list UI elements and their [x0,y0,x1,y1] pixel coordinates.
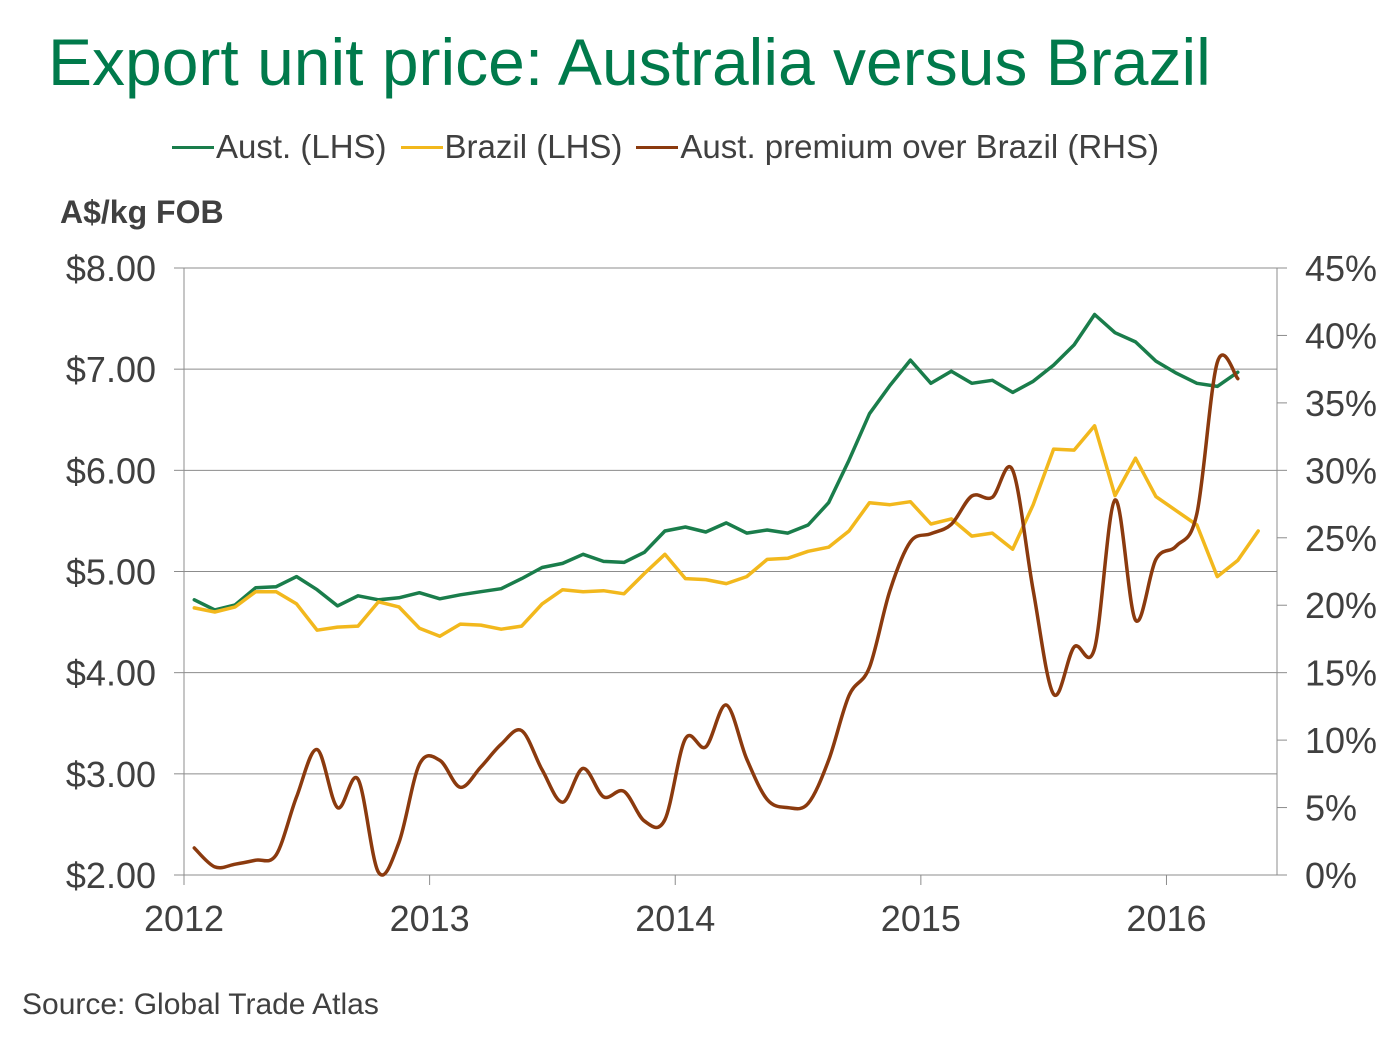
right-tick-label: 35% [1305,383,1377,424]
left-tick-label: $4.00 [66,653,156,694]
legend-item-aust: Aust. (LHS) [172,128,387,166]
right-tick-label: 15% [1305,653,1377,694]
right-tick-label: 30% [1305,450,1377,491]
left-tick-label: $2.00 [66,855,156,896]
legend-swatch-brazil [400,145,443,149]
x-tick-label: 2014 [635,898,715,939]
left-tick-label: $5.00 [66,552,156,593]
right-tick-label: 25% [1305,518,1377,559]
x-tick-label: 2012 [144,898,224,939]
x-tick-label: 2015 [881,898,961,939]
source-note: Source: Global Trade Atlas [22,988,379,1021]
right-tick-label: 0% [1305,855,1357,896]
legend-item-brazil: Brazil (LHS) [400,128,623,166]
legend-swatch-aust [172,145,214,149]
chart-title: Export unit price: Australia versus Braz… [48,25,1211,99]
x-tick-label: 2013 [390,898,470,939]
right-tick-label: 5% [1305,788,1357,829]
right-tick-label: 10% [1305,720,1377,761]
series-line-aust [192,312,1240,612]
series-line-brazil [192,424,1260,638]
y-axis-unit-label: A$/kg FOB [60,194,224,230]
x-tick-label: 2016 [1126,898,1206,939]
legend-label-aust: Aust. (LHS) [216,128,387,165]
legend-label-brazil: Brazil (LHS) [444,128,623,165]
left-tick-label: $8.00 [66,248,156,289]
legend-swatch-premium [636,145,679,149]
left-tick-label: $3.00 [66,754,156,795]
right-tick-label: 20% [1305,585,1377,626]
right-tick-label: 40% [1305,315,1377,356]
legend-label-premium: Aust. premium over Brazil (RHS) [680,128,1160,165]
legend-item-premium: Aust. premium over Brazil (RHS) [636,128,1159,166]
chart-legend: Aust. (LHS) Brazil (LHS) Aust. premium o… [172,128,1159,166]
left-tick-label: $7.00 [66,349,156,390]
series-line-premium [192,353,1240,877]
right-tick-label: 45% [1305,248,1377,289]
left-tick-label: $6.00 [66,450,156,491]
